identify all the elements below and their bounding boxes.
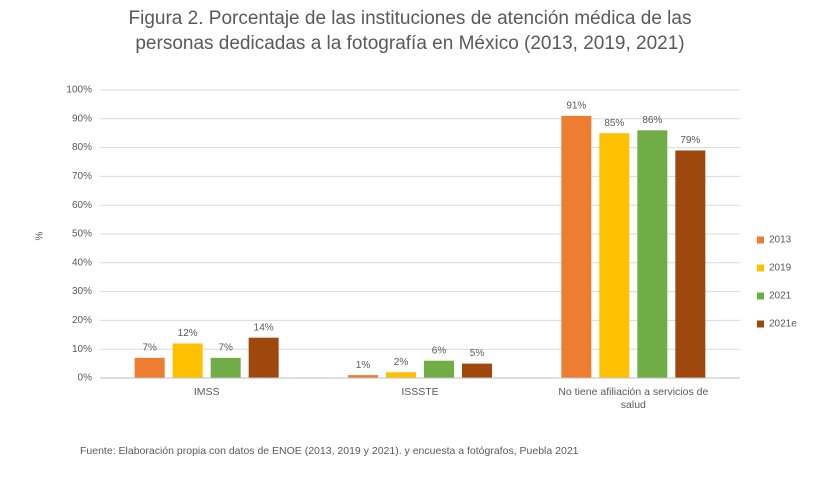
bar [172,343,203,378]
y-tick-label: 30% [72,286,92,297]
bar [348,375,378,378]
x-tick-label-box: No tiene afiliación a servicios de salud [558,386,709,411]
y-tick-label: 40% [72,257,92,268]
bar [561,115,592,379]
legend-swatch [757,236,764,244]
bar [248,337,279,378]
y-tick-label: 80% [72,142,92,153]
y-axis-label: % [35,231,46,240]
x-tick-label: No tiene afiliación a servicios de salud [558,386,709,411]
legend-swatch [757,320,764,328]
source-note: Fuente: Elaboración propia con datos de … [80,445,579,457]
y-tick-label: 10% [72,344,92,355]
y-tick-label: 60% [72,200,92,211]
bar [637,130,668,378]
data-label: 2% [394,357,409,368]
bar [386,372,416,378]
data-label: 5% [470,348,485,359]
chart-title: Figura 2. Porcentaje de las institucione… [128,8,692,54]
legend-label: 2021 [769,291,792,302]
data-label: 85% [604,118,624,129]
data-label: 79% [680,135,700,146]
legend-swatch [757,264,764,272]
y-tick-label: 70% [72,171,92,182]
data-label: 1% [356,360,371,371]
data-label: 91% [566,101,586,112]
x-tick-label-box: IMSS [193,386,220,398]
bar [599,133,630,378]
y-tick-label: 100% [66,85,92,96]
x-tick-label: IMSS [193,386,220,398]
bar [210,357,241,378]
x-tick-label: ISSSTE [401,386,439,398]
bar [675,150,706,378]
legend-label: 2013 [769,235,792,246]
bar [424,360,454,378]
y-tick-label: 90% [72,113,92,124]
bar [462,363,492,378]
data-label: 7% [142,342,157,353]
data-label: 86% [642,115,662,126]
data-label: 7% [218,342,233,353]
bar [134,357,165,378]
data-label: 12% [178,328,198,339]
data-label: 14% [254,322,274,333]
y-tick-label: 50% [72,229,92,240]
chart-title-box: Figura 2. Porcentaje de las institucione… [128,8,692,54]
source-box: Fuente: Elaboración propia con datos de … [80,445,579,457]
y-tick-label: 0% [78,373,93,384]
legend-label: 2019 [769,263,792,274]
data-label: 6% [432,345,447,356]
legend-swatch [757,292,764,300]
y-tick-label: 20% [72,315,92,326]
x-tick-label-box: ISSSTE [401,386,439,398]
legend-label: 2021e [769,319,797,330]
